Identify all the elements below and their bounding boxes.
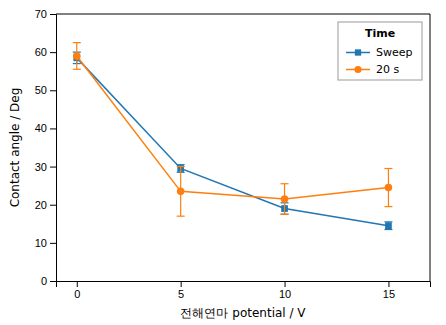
legend-label: 20 s bbox=[376, 63, 399, 76]
point bbox=[385, 222, 392, 229]
tick: 70 bbox=[35, 8, 56, 20]
frame bbox=[430, 14, 431, 281]
axis-line bbox=[50, 15, 57, 282]
tick: 50 bbox=[35, 84, 56, 96]
tick-mark bbox=[50, 205, 56, 206]
tick-label: 30 bbox=[35, 161, 47, 173]
tick-mark bbox=[50, 14, 56, 15]
error-bar bbox=[384, 222, 392, 230]
tick-mark bbox=[50, 281, 56, 282]
tick: 0 bbox=[74, 281, 80, 300]
tick-mark bbox=[50, 128, 56, 129]
point bbox=[73, 52, 81, 60]
tick-mark bbox=[77, 281, 78, 287]
tick-label: 0 bbox=[74, 288, 80, 300]
tick-mark bbox=[181, 281, 182, 287]
tick-mark bbox=[50, 167, 56, 168]
y-axis-title: Contact angle / Deg bbox=[8, 88, 22, 208]
point bbox=[177, 188, 185, 196]
plot: 0 5 10 15 0 10 20 30 40 50 60 70 Time Sweep 20 s bbox=[35, 8, 431, 300]
legend-marker bbox=[354, 66, 361, 73]
tick: 30 bbox=[35, 161, 56, 173]
tick: 20 bbox=[35, 199, 56, 211]
tick-label: 15 bbox=[383, 288, 395, 300]
point bbox=[281, 195, 289, 203]
tick: 15 bbox=[383, 281, 395, 300]
tick-mark bbox=[50, 52, 56, 53]
x-axis-title: 전해연마 potential / V bbox=[180, 306, 306, 320]
legend-item: Sweep bbox=[346, 46, 413, 59]
tick: 60 bbox=[35, 46, 56, 58]
legend-item: 20 s bbox=[346, 63, 399, 76]
error-bar bbox=[177, 167, 185, 217]
error-bar bbox=[384, 168, 392, 206]
line bbox=[77, 58, 389, 226]
x-axis: 0 5 10 15 bbox=[57, 281, 431, 300]
tick-label: 20 bbox=[35, 199, 47, 211]
tick-mark bbox=[285, 281, 286, 287]
tick-mark bbox=[388, 281, 389, 287]
tick-label: 60 bbox=[35, 46, 47, 58]
tick-label: 70 bbox=[35, 8, 47, 20]
point bbox=[385, 184, 393, 192]
error-bar bbox=[281, 184, 289, 215]
tick-label: 10 bbox=[279, 288, 291, 300]
tick: 10 bbox=[35, 237, 56, 249]
tick-label: 0 bbox=[41, 275, 47, 287]
legend-label: Sweep bbox=[376, 46, 413, 59]
tick: 10 bbox=[279, 281, 291, 300]
tick: 0 bbox=[41, 275, 56, 287]
tick-label: 5 bbox=[178, 288, 184, 300]
legend-box bbox=[338, 22, 422, 80]
tick-label: 10 bbox=[35, 237, 47, 249]
chart: 0 5 10 15 0 10 20 30 40 50 60 70 Time Sweep 20 s 전해연마 p… bbox=[0, 0, 446, 325]
tick-label: 40 bbox=[35, 122, 47, 134]
tick-mark bbox=[50, 243, 56, 244]
legend-marker bbox=[355, 49, 361, 55]
y-axis: 0 10 20 30 40 50 60 70 bbox=[35, 8, 57, 287]
legend: Time Sweep 20 s bbox=[338, 22, 422, 80]
frame bbox=[56, 14, 430, 15]
tick: 40 bbox=[35, 122, 56, 134]
tick: 5 bbox=[178, 281, 184, 300]
legend-title: Time bbox=[365, 27, 395, 40]
tick-mark bbox=[50, 90, 56, 91]
axis-line bbox=[57, 282, 431, 288]
error-bar bbox=[73, 43, 81, 70]
tick-label: 50 bbox=[35, 84, 47, 96]
